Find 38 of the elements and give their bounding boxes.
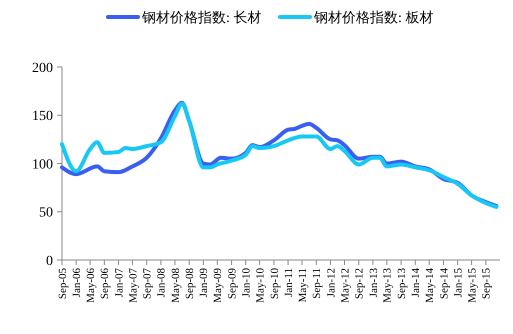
x-tick-label: Sep-12 (354, 268, 366, 300)
y-tick-label: 200 (32, 60, 53, 76)
legend-label: 钢材价格指数: 板材 (313, 10, 434, 26)
y-tick-label: 150 (32, 109, 53, 124)
x-tick-label: Jan-11 (282, 268, 295, 297)
x-tick-label: May-12 (339, 268, 352, 303)
x-tick-label: Sep-11 (311, 268, 324, 299)
x-tick-label: May-08 (170, 268, 182, 303)
x-tick-label: Sep-07 (142, 268, 154, 300)
x-tick-label: Sep-09 (226, 268, 238, 300)
y-tick-label: 50 (39, 206, 53, 221)
x-tick-label: May-06 (84, 268, 97, 303)
legend-label: 钢材价格指数: 长材 (141, 10, 262, 26)
x-tick-label: Jan-08 (156, 268, 168, 298)
x-tick-label: May-09 (212, 268, 224, 303)
x-tick-label: May-10 (254, 268, 266, 303)
x-tick-label: Jan-13 (368, 268, 380, 298)
x-tick-label: May-07 (127, 268, 140, 303)
x-tick-label: May-11 (296, 268, 309, 302)
x-tick-label: Jan-07 (113, 268, 126, 298)
y-tick-label: 100 (32, 157, 53, 172)
y-tick-label: 0 (46, 254, 53, 269)
x-tick-label: Jan-10 (240, 268, 253, 298)
x-tick-label: Jan-09 (198, 268, 210, 298)
x-tick-label: May-13 (382, 268, 394, 303)
x-tick-label: Jan-06 (71, 268, 84, 298)
x-tick-label: Jan-12 (325, 268, 338, 298)
x-tick-label: Jan-14 (410, 268, 422, 298)
x-tick-label: Sep-05 (56, 268, 69, 300)
x-tick-label: May-14 (424, 268, 436, 303)
x-tick-label: May-15 (466, 268, 478, 303)
x-tick-label: Sep-13 (396, 268, 408, 300)
x-tick-label: Jan-15 (452, 268, 464, 298)
x-tick-label: Sep-15 (480, 268, 493, 300)
x-tick-label: Sep-10 (268, 268, 281, 300)
x-tick-label: Sep-08 (184, 268, 196, 300)
x-tick-label: Sep-06 (99, 268, 112, 300)
x-tick-label: Sep-14 (438, 268, 450, 300)
